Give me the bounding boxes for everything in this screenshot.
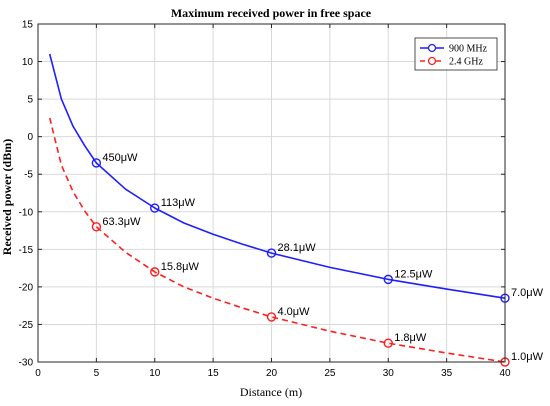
x-tick-label: 0 — [35, 368, 41, 379]
data-point-900-mhz — [383, 274, 393, 285]
y-tick-label: 5 — [27, 95, 33, 106]
legend: 900 MHz 2.4 GHz — [414, 37, 498, 71]
data-label-900-mhz: 450μW — [102, 152, 138, 164]
data-point-2-4-ghz — [266, 312, 277, 322]
y-tick-label: -15 — [19, 245, 34, 256]
data-label-2-4-ghz: 1.0μW — [511, 351, 544, 363]
y-tick-label: -30 — [19, 358, 34, 369]
x-tick-label: 15 — [208, 368, 220, 379]
legend-marker-2-4-ghz — [427, 56, 437, 66]
data-label-2-4-ghz: 4.0μW — [278, 306, 311, 318]
data-point-2-4-ghz — [383, 338, 393, 348]
data-label-900-mhz: 7.0μW — [511, 287, 544, 299]
data-label-2-4-ghz: 1.8μW — [394, 332, 427, 344]
data-label-900-mhz: 12.5μW — [394, 268, 433, 280]
series-line-900-mhz — [48, 53, 506, 299]
x-tick-label: 20 — [266, 368, 278, 379]
data-point-900-mhz — [266, 248, 277, 258]
legend-box — [414, 37, 498, 71]
x-tick-label: 25 — [324, 368, 336, 379]
y-tick-label: -25 — [19, 320, 34, 331]
x-tick-label: 35 — [441, 368, 453, 379]
axes: 0 5 10 15 20 25 30 35 40 15 10 5 0 -5 -10 -15 -20 -25 -30 — [19, 20, 511, 380]
series-line-2-4-ghz — [48, 117, 506, 363]
y-tick-label: 15 — [22, 20, 34, 31]
legend-label-900-mhz: 900 MHz — [449, 44, 488, 55]
x-tick-label: 30 — [383, 368, 395, 379]
series-layer: 450μW 113μW 28.1μW 12.5μW 7.0μW 63.3μW 15.8μW 4… — [48, 53, 544, 367]
y-tick-label: -5 — [24, 170, 33, 181]
data-point-2-4-ghz — [91, 222, 102, 232]
legend-label-2-4-ghz: 2.4 GHz — [449, 57, 483, 68]
y-axis-label: Received power (dBm) — [0, 139, 14, 255]
chart-title: Maximum received power in free space — [171, 6, 372, 20]
y-tick-label: -20 — [19, 282, 34, 293]
data-point-900-mhz — [150, 203, 160, 213]
data-point-2-4-ghz — [150, 267, 160, 277]
x-tick-label: 40 — [499, 368, 511, 379]
legend-marker-900-mhz — [427, 43, 437, 53]
y-tick-label: 0 — [27, 132, 33, 143]
y-tick-label: -10 — [19, 207, 34, 218]
data-label-900-mhz: 28.1μW — [278, 242, 317, 254]
x-tick-label: 10 — [149, 368, 161, 379]
y-tick-label: 10 — [22, 57, 34, 68]
data-label-2-4-ghz: 15.8μW — [161, 261, 200, 273]
data-point-900-mhz — [91, 158, 102, 168]
x-axis-label: Distance (m) — [240, 385, 302, 399]
x-tick-label: 5 — [94, 368, 100, 379]
data-label-900-mhz: 113μW — [161, 197, 196, 209]
data-label-2-4-ghz: 63.3μW — [102, 216, 141, 228]
